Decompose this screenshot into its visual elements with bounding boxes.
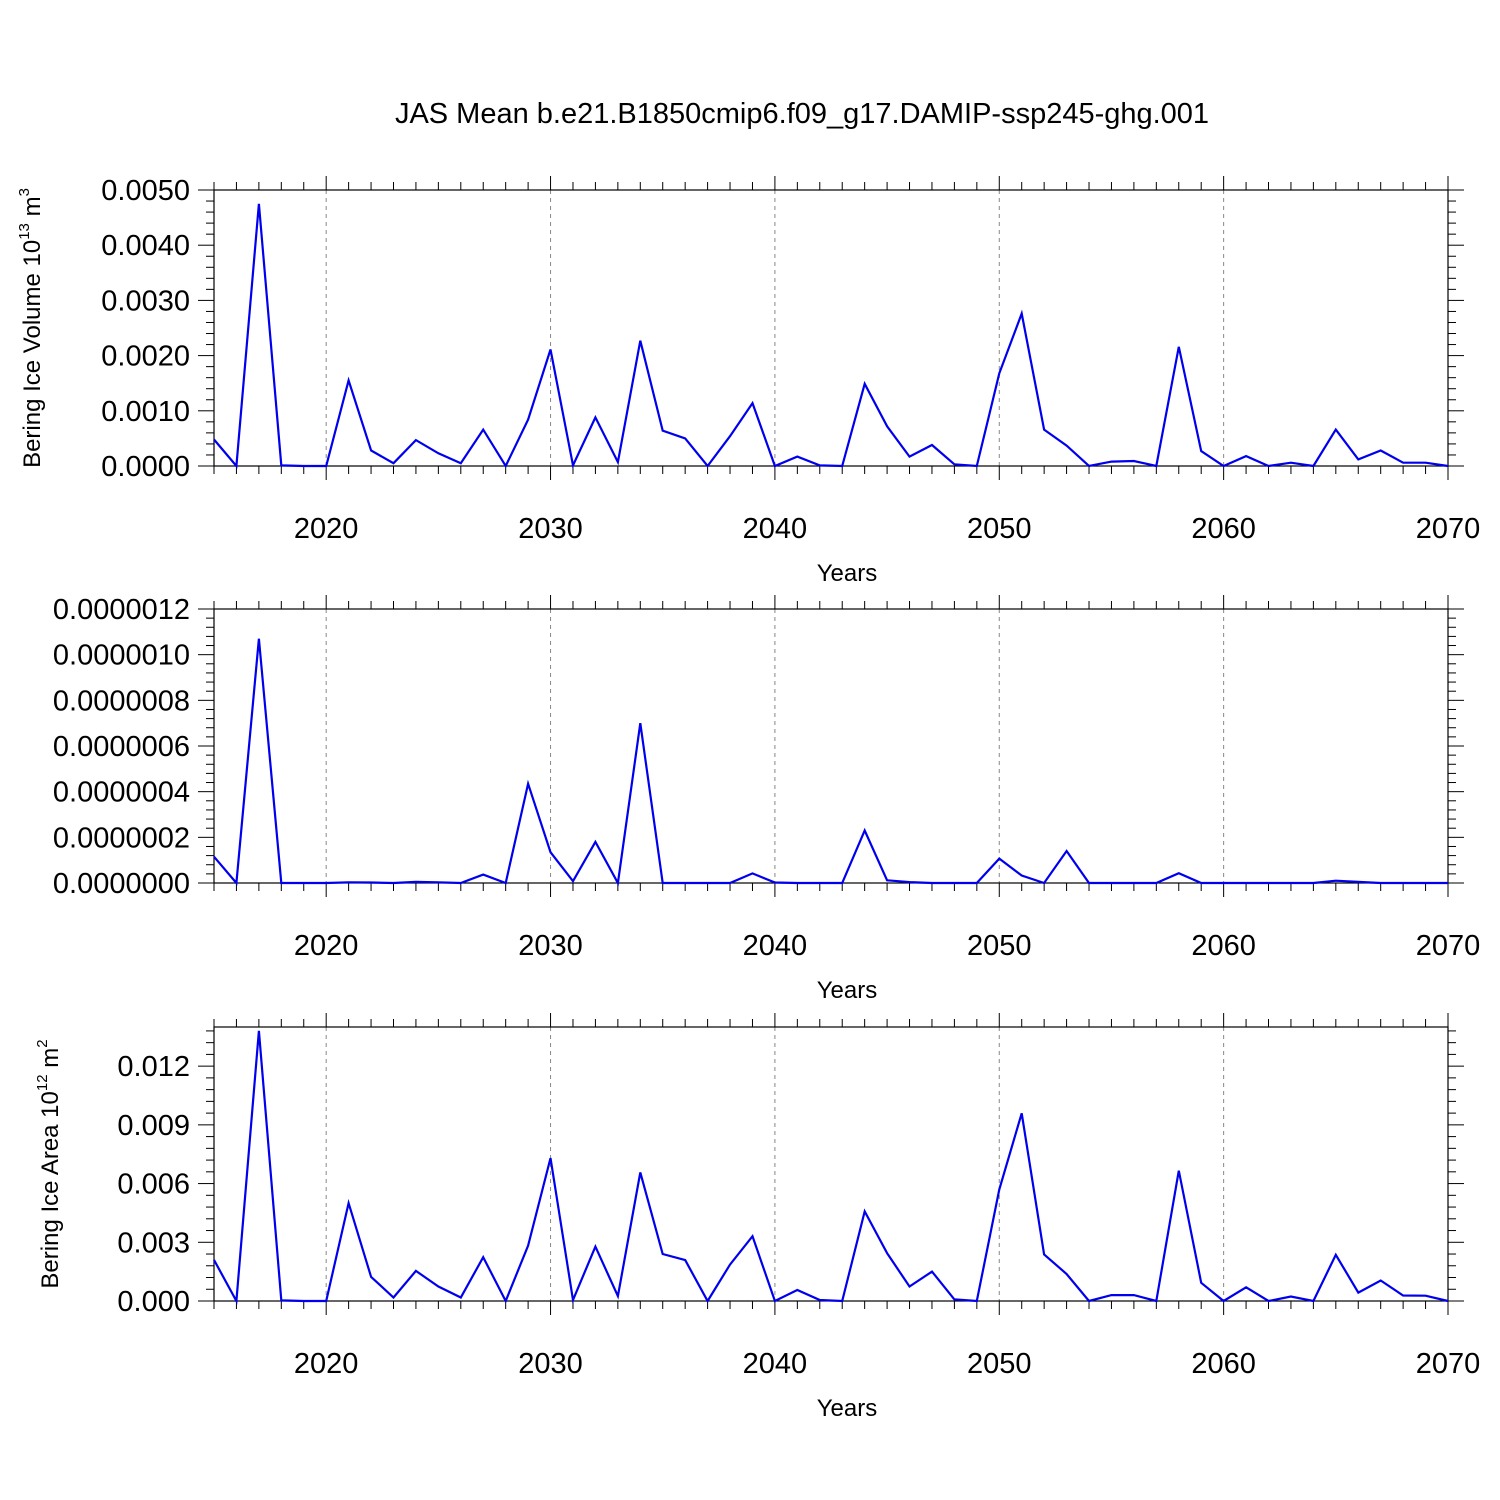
x-tick-label: 2030 (518, 1348, 583, 1380)
y-tick-label: 0.0010 (101, 396, 190, 428)
y-tick-label: 0.0000006 (53, 731, 190, 763)
x-axis-label: Years (817, 560, 878, 587)
y-tick-label: 0.000 (117, 1286, 190, 1318)
plot-frame (213, 608, 1449, 884)
y-tick-label: 0.012 (117, 1051, 190, 1083)
y-tick-label: 0.0020 (101, 341, 190, 373)
y-tick-label: 0.0000 (101, 451, 190, 483)
y-tick-label: 0.0000002 (53, 822, 190, 854)
y-tick-label: 0.0000012 (53, 594, 190, 626)
plot-frame (213, 189, 1449, 467)
x-tick-label: 2040 (743, 1348, 808, 1380)
x-tick-label: 2020 (294, 513, 359, 545)
y-tick-label: 0.009 (117, 1110, 190, 1142)
y-tick-label: 0.0050 (101, 175, 190, 207)
x-axis-label: Years (817, 977, 878, 1004)
x-tick-label: 2060 (1191, 930, 1256, 962)
y-axis-label: Bering Ice Area 1012 m2 (34, 1039, 64, 1288)
y-tick-label: 0.006 (117, 1169, 190, 1201)
x-tick-label: 2050 (967, 1348, 1032, 1380)
x-tick-label: 2030 (518, 930, 583, 962)
x-tick-label: 2060 (1191, 513, 1256, 545)
chart-panel-2: 2020 2030 2040 2050 2060 2070 Years 0.0000000 0.… (53, 594, 1480, 1004)
x-tick-label: 2070 (1416, 513, 1481, 545)
x-tick-label: 2060 (1191, 1348, 1256, 1380)
y-tick-label: 0.0000000 (53, 868, 190, 900)
y-tick-label: 0.0030 (101, 285, 190, 317)
y-tick-label: 0.0000004 (53, 777, 190, 809)
plot-frame (213, 1026, 1449, 1302)
y-tick-label: 0.0040 (101, 230, 190, 262)
x-tick-label: 2040 (743, 930, 808, 962)
y-axis-label: Bering Ice Volume 1013 m3 (16, 188, 46, 468)
y-tick-label: 0.0000010 (53, 640, 190, 672)
x-tick-label: 2020 (294, 1348, 359, 1380)
figure-title: JAS Mean b.e21.B1850cmip6.f09_g17.DAMIP-… (394, 98, 1210, 130)
x-tick-label: 2070 (1416, 1348, 1481, 1380)
y-tick-label: 0.0000008 (53, 685, 190, 717)
series-line-1 (213, 203, 1449, 469)
chart-panel-3: 2020 2030 2040 2050 2060 2070 Years 0.000 0.003 0… (34, 1013, 1480, 1422)
x-axis-label: Years (817, 1395, 878, 1422)
x-tick-label: 2050 (967, 930, 1032, 962)
x-tick-label: 2030 (518, 513, 583, 545)
series-line-1 (213, 1030, 1449, 1305)
x-tick-label: 2020 (294, 930, 359, 962)
x-tick-label: 2070 (1416, 930, 1481, 962)
series-line-1 (213, 638, 1448, 887)
y-tick-label: 0.003 (117, 1227, 190, 1259)
chart-panel-1: 2020 2030 2040 2050 2060 2070 Years 0.0000 0.001… (16, 175, 1480, 587)
x-tick-label: 2040 (743, 513, 808, 545)
x-tick-label: 2050 (967, 513, 1032, 545)
